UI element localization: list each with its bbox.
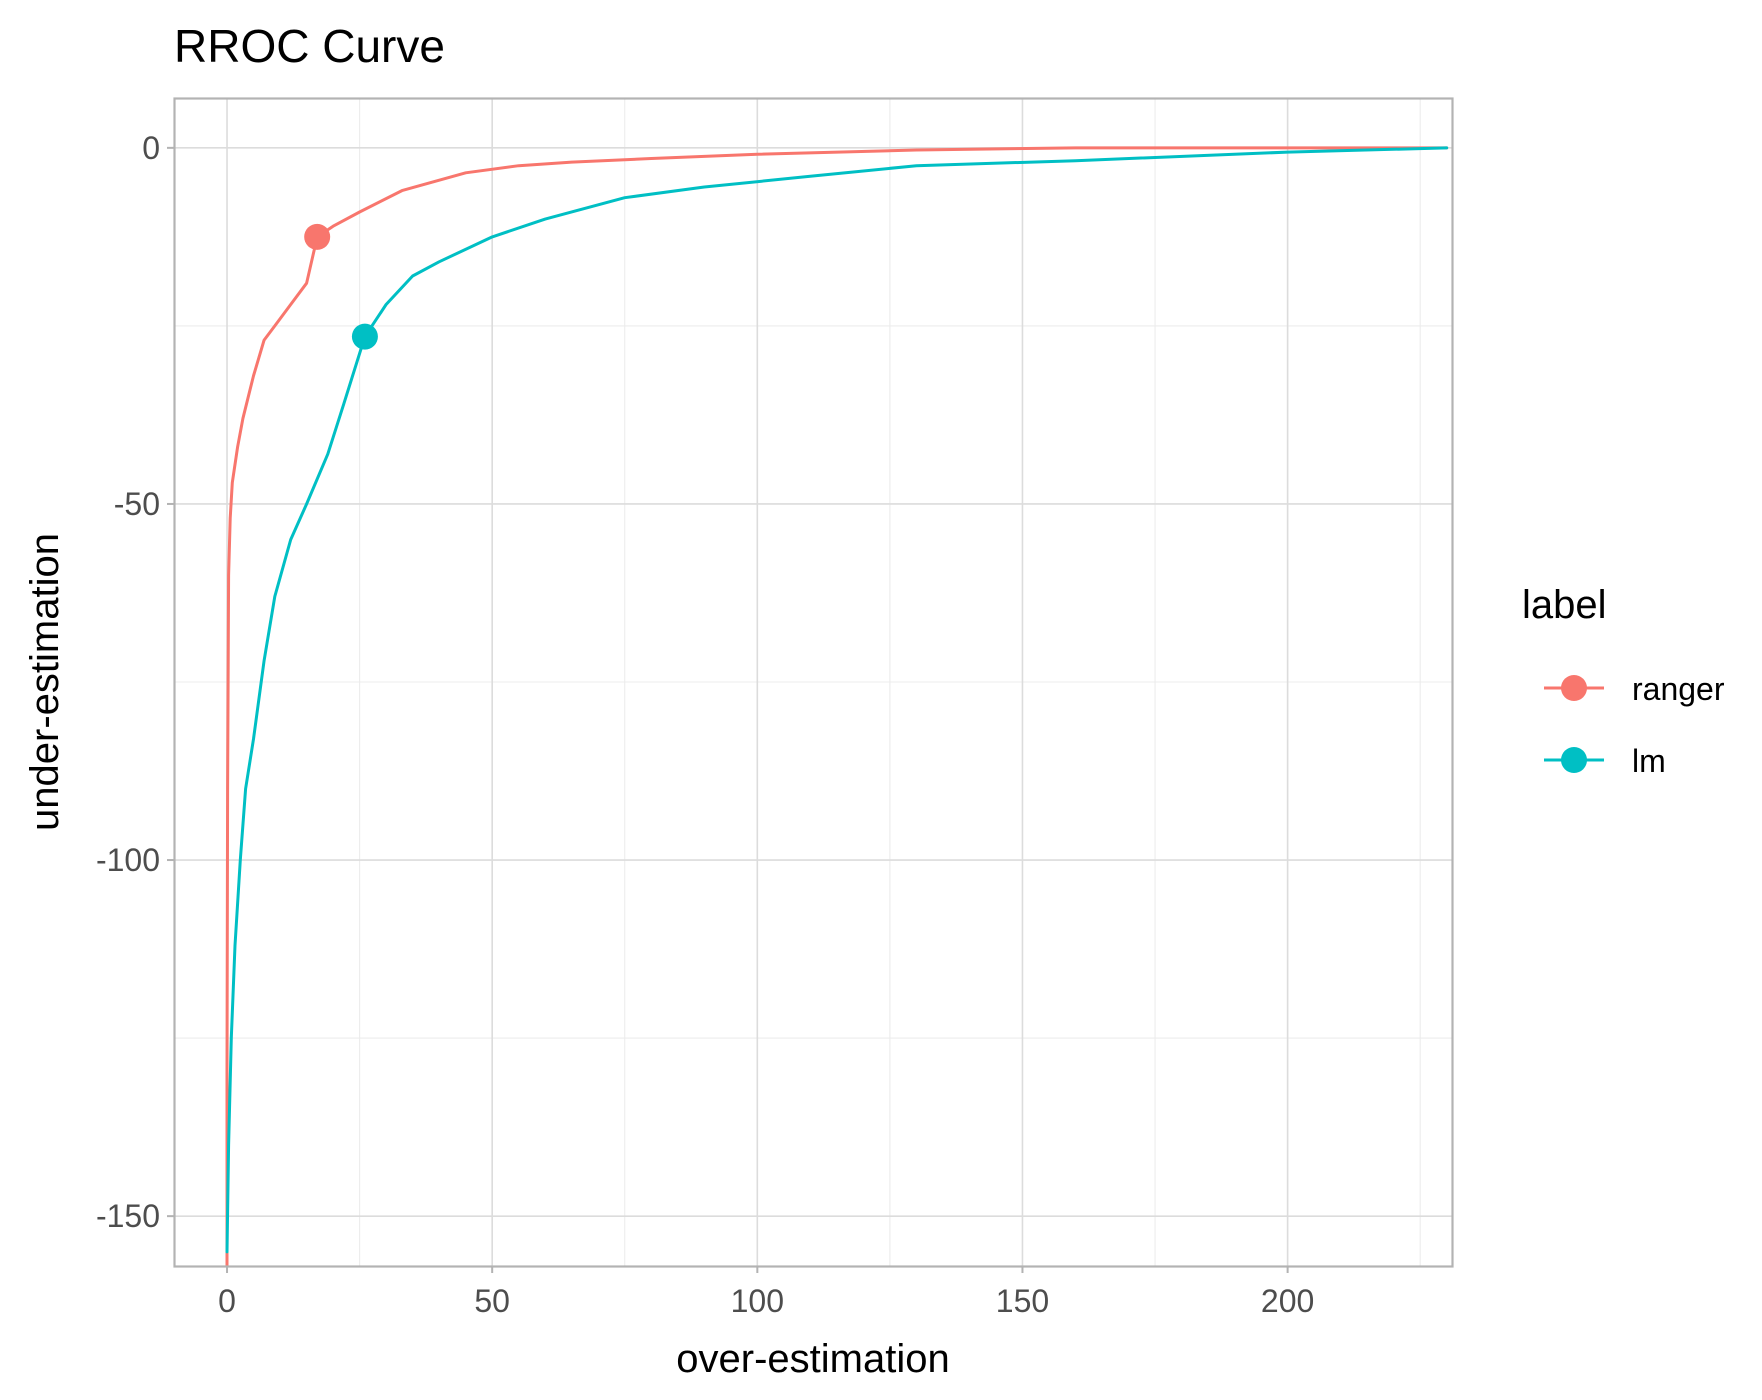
- x-axis: 0 50 100 150 200: [218, 1266, 1314, 1319]
- x-tick-label: 50: [474, 1283, 510, 1319]
- x-axis-title: over-estimation: [676, 1337, 949, 1381]
- y-axis: 0 -50 -100 -150: [96, 130, 174, 1234]
- y-tick-label: 0: [142, 130, 160, 166]
- y-tick-label: -100: [96, 842, 160, 878]
- grid: [174, 98, 1452, 1266]
- legend-label-lm: lm: [1632, 743, 1666, 779]
- x-tick-label: 150: [996, 1283, 1049, 1319]
- series-layer: [225, 146, 1449, 1268]
- legend-key-marker-ranger: [1561, 675, 1587, 701]
- legend-key-marker-lm: [1561, 747, 1587, 773]
- series-marker-lm: [351, 323, 378, 350]
- x-tick-label: 200: [1261, 1283, 1314, 1319]
- series-line-ranger: [225, 146, 1449, 1268]
- legend-title: label: [1522, 583, 1607, 627]
- x-tick-label: 100: [731, 1283, 784, 1319]
- chart-title: RROC Curve: [174, 20, 445, 72]
- series-marker-ranger: [304, 223, 331, 250]
- y-tick-label: -50: [114, 486, 160, 522]
- y-axis-title: under-estimation: [23, 533, 67, 831]
- x-tick-label: 0: [218, 1283, 236, 1319]
- legend-label-ranger: ranger: [1632, 671, 1725, 707]
- y-tick-label: -150: [96, 1198, 160, 1234]
- legend: label ranger lm: [1522, 583, 1725, 779]
- plot-panel: [173, 97, 1454, 1268]
- series-line-lm: [225, 146, 1449, 1254]
